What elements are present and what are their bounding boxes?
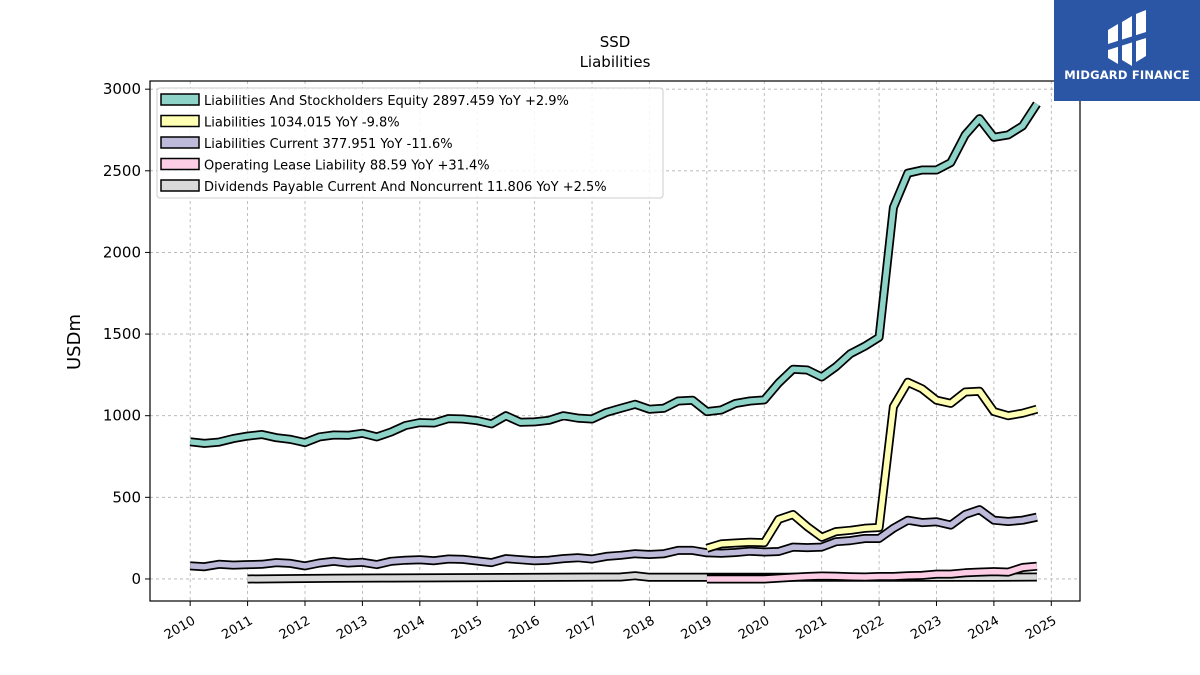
x-tick-label: 2014 <box>392 613 428 643</box>
legend-box <box>156 87 664 199</box>
legend-series-value: 88.59 YoY +31.4% <box>366 159 490 174</box>
x-tick-label: 2016 <box>506 613 542 643</box>
legend-series-value: 2897.459 YoY +2.9% <box>428 94 568 109</box>
legend-entry: Liabilities 1034.015 YoY -9.8% <box>204 116 400 131</box>
legend-series-name: Operating Lease Liability <box>204 159 366 174</box>
x-tick-label: 2020 <box>736 613 772 643</box>
series-lines <box>189 101 1041 584</box>
midgard-logo-icon <box>1108 10 1146 66</box>
y-axis-label: USDm <box>64 314 85 370</box>
y-tick-label: 1500 <box>103 325 141 343</box>
brand-name: MIDGARD FINANCE <box>1064 68 1190 82</box>
x-tick-label: 2018 <box>621 613 657 643</box>
legend-series-value: 1034.015 YoY -9.8% <box>265 116 399 131</box>
legend-entry: Liabilities Current 377.951 YoY -11.6% <box>204 137 453 152</box>
chart-subtitle: Liabilities <box>580 53 651 71</box>
x-tick-label: 2015 <box>449 613 485 643</box>
legend-entry: Operating Lease Liability 88.59 YoY +31.… <box>204 159 490 174</box>
x-tick-label: 2017 <box>564 613 600 643</box>
line-operating-lease <box>706 563 1038 582</box>
legend-entry: Dividends Payable Current And Noncurrent… <box>204 180 607 195</box>
x-tick-label: 2021 <box>794 613 830 643</box>
y-tick-label: 2000 <box>103 243 141 261</box>
legend-series-value: 11.806 YoY +2.5% <box>483 180 607 195</box>
y-tick-label: 3000 <box>103 80 141 98</box>
y-tick-label: 0 <box>131 570 141 588</box>
x-tick-label: 2022 <box>851 613 887 643</box>
legend-series-value: 377.951 YoY -11.6% <box>318 137 452 152</box>
y-tick-label: 1000 <box>103 407 141 425</box>
x-tick-label: 2025 <box>1023 613 1059 643</box>
x-tick-label: 2011 <box>219 613 255 643</box>
x-tick-label: 2019 <box>679 613 715 643</box>
chart-title: SSD <box>600 33 631 51</box>
x-tick-label: 2013 <box>334 613 370 643</box>
y-tick-label: 500 <box>112 488 141 506</box>
legend-swatch <box>160 157 200 171</box>
legend-swatch <box>160 93 200 106</box>
plot-area <box>149 80 1081 602</box>
legend-swatch <box>160 136 200 149</box>
line-liabilities-current <box>190 506 1038 570</box>
legend-series-name: Liabilities Current <box>204 137 318 152</box>
y-tick-label: 2500 <box>103 162 141 180</box>
x-tick-label: 2010 <box>162 613 198 643</box>
x-tick-label: 2024 <box>966 613 1002 643</box>
midgard-finance-logo: MIDGARD FINANCE <box>1054 0 1200 101</box>
x-tick-label: 2012 <box>277 613 313 643</box>
legend-series-name: Liabilities And Stockholders Equity <box>204 94 429 109</box>
x-tick-label: 2023 <box>908 613 944 643</box>
legend-entry: Liabilities And Stockholders Equity 2897… <box>204 94 569 109</box>
legend-swatch <box>160 114 200 128</box>
legend-swatch <box>160 179 200 192</box>
legend: Liabilities And Stockholders Equity 2897… <box>156 87 664 199</box>
line-liabilities <box>706 379 1038 551</box>
legend-series-name: Liabilities <box>204 116 266 131</box>
line-total-equity <box>189 102 1040 447</box>
legend-series-name: Dividends Payable Current And Noncurrent <box>204 180 483 195</box>
